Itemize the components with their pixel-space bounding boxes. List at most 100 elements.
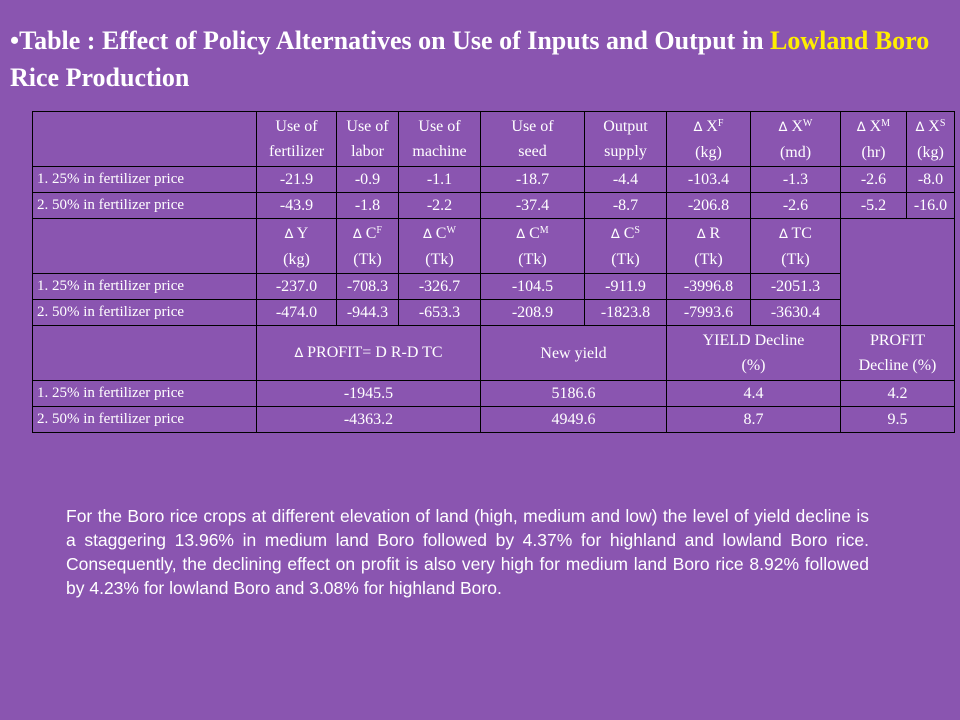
table-cell: 4.4 — [666, 380, 841, 407]
header-cell-symbol: R — [709, 224, 721, 242]
yield-decline-line1: YIELD Decline — [702, 332, 805, 349]
table-row: 1. 25% in fertilizer price -1945.5 5186.6 4… — [32, 380, 955, 407]
header-cell-unit: (kg) — [917, 143, 944, 161]
header-cell: ∆ CS (Tk) — [584, 218, 667, 274]
table-cell: -1823.8 — [584, 299, 667, 326]
table-cell: -1.1 — [398, 166, 481, 193]
header-cell-line1: Use of — [346, 118, 389, 135]
header-cell-superscript: F — [376, 224, 382, 236]
header-cell-line2: labor — [351, 143, 384, 160]
table-cell: -104.5 — [480, 273, 585, 300]
table-cell: -1.3 — [750, 166, 841, 193]
header-cell-unit: (hr) — [861, 143, 886, 161]
table-cell: 9.5 — [840, 406, 955, 433]
header-cell-symbol: C — [365, 224, 377, 242]
table-cell: -653.3 — [398, 299, 481, 326]
delta-symbol: ∆ — [423, 226, 432, 242]
header-cell-unit: (kg) — [283, 250, 310, 268]
header-cell-superscript: W — [802, 117, 813, 129]
table-row: 1. 25% in fertilizer price -237.0 -708.3 -3… — [32, 273, 955, 300]
header-cell-unit: (Tk) — [425, 250, 454, 268]
delta-symbol: ∆ — [915, 119, 925, 135]
table-cell: -37.4 — [480, 192, 585, 219]
table-row: 2. 50% in fertilizer price -474.0 -944.3 -6… — [32, 299, 955, 326]
table-cell: 8.7 — [666, 406, 841, 433]
header-cell-unit: (Tk) — [518, 250, 547, 268]
table-cell: -7993.6 — [666, 299, 751, 326]
delta-symbol: ∆ — [294, 346, 304, 361]
header-cell-superscript: W — [446, 224, 456, 236]
table-cell: -16.0 — [906, 192, 955, 219]
section2-header-row: ∆ Y (kg) ∆ CF (Tk) ∆ CW (Tk) ∆ CM (Tk) ∆ CS (Tk) ∆… — [32, 218, 955, 326]
header-cell-symbol: X — [791, 117, 803, 135]
header-cell-line2: seed — [518, 143, 547, 160]
header-cell-superscript: M — [881, 117, 891, 129]
header-cell: ∆ XW (md) — [750, 111, 841, 167]
header-cell: ∆ CF (Tk) — [336, 218, 399, 274]
table-cell: -2.2 — [398, 192, 481, 219]
delta-symbol: ∆ — [284, 226, 294, 242]
title-text-end: Rice Production — [10, 63, 190, 92]
table-cell: -8.0 — [906, 166, 955, 193]
table-cell: -5.2 — [840, 192, 907, 219]
header-cell-symbol: TC — [791, 224, 812, 242]
table-cell: 5186.6 — [480, 380, 667, 407]
bullet: • — [10, 26, 20, 55]
header-cell: Use of machine — [398, 111, 481, 167]
header-cell-superscript: S — [634, 224, 640, 236]
header-cell-unit: (Tk) — [353, 250, 382, 268]
table-cell: -2051.3 — [750, 273, 841, 300]
table-cell: -18.7 — [480, 166, 585, 193]
row-label: 1. 25% in fertilizer price — [32, 380, 257, 407]
header-cell: Use of seed — [480, 111, 585, 167]
header-cell: ∆ Y (kg) — [256, 218, 337, 274]
delta-symbol: ∆ — [611, 226, 620, 242]
header-cell-superscript: M — [539, 224, 549, 236]
policy-effects-table: Use of fertilizer Use of labor Use of machine… — [32, 111, 955, 433]
header-cell: ∆ CW (Tk) — [398, 218, 481, 274]
header-cell: ∆ XS (kg) — [906, 111, 955, 167]
delta-symbol: ∆ — [856, 119, 866, 135]
header-cell: Use of labor — [336, 111, 399, 167]
header-cell-line2: fertilizer — [268, 143, 325, 160]
header-cell: Output supply — [584, 111, 667, 167]
header-cell-symbol: X — [706, 117, 718, 135]
header-cell-superscript: S — [939, 117, 946, 129]
section3-header-row: ∆ PROFIT= D R-D TC New yield YIELD Decline… — [32, 325, 955, 381]
delta-symbol: ∆ — [353, 226, 362, 242]
header-cell-symbol: X — [928, 117, 940, 135]
yield-decline-header: YIELD Decline (%) — [666, 325, 841, 381]
header-cell-line1: Output — [603, 118, 648, 135]
row-label: 2. 50% in fertilizer price — [32, 406, 257, 433]
empty-cell — [32, 111, 257, 167]
summary-paragraph: For the Boro rice crops at different ele… — [66, 506, 869, 598]
empty-cell — [840, 218, 955, 326]
table-cell: -3996.8 — [666, 273, 751, 300]
row-label: 2. 50% in fertilizer price — [32, 192, 257, 219]
table-cell: -911.9 — [584, 273, 667, 300]
header-cell: ∆ XM (hr) — [840, 111, 907, 167]
header-cell-unit: (Tk) — [611, 250, 640, 268]
table-cell: 4.2 — [840, 380, 955, 407]
yield-decline-line2: (%) — [741, 357, 766, 374]
table-cell: -206.8 — [666, 192, 751, 219]
table-cell: -43.9 — [256, 192, 337, 219]
header-cell-line2: machine — [412, 143, 467, 160]
table-cell: -4.4 — [584, 166, 667, 193]
table-cell: -4363.2 — [256, 406, 481, 433]
section1-header-row: Use of fertilizer Use of labor Use of machine… — [32, 111, 955, 167]
profit-decline-header: PROFIT Decline (%) — [840, 325, 955, 381]
new-yield-header: New yield — [480, 325, 667, 381]
delta-symbol: ∆ — [516, 226, 526, 242]
title-highlight: Lowland Boro — [770, 26, 930, 55]
table-cell: -1.8 — [336, 192, 399, 219]
header-cell-superscript: F — [717, 117, 724, 129]
header-cell-line2: supply — [604, 143, 647, 160]
table-row: 2. 50% in fertilizer price -43.9 -1.8 -2.2-… — [32, 192, 955, 219]
table-cell: -2.6 — [750, 192, 841, 219]
header-cell-symbol: X — [869, 117, 882, 135]
delta-symbol: ∆ — [693, 119, 703, 135]
header-cell-line1: Use of — [418, 118, 461, 135]
row-label: 2. 50% in fertilizer price — [32, 299, 257, 326]
header-cell: ∆ R (Tk) — [666, 218, 751, 274]
